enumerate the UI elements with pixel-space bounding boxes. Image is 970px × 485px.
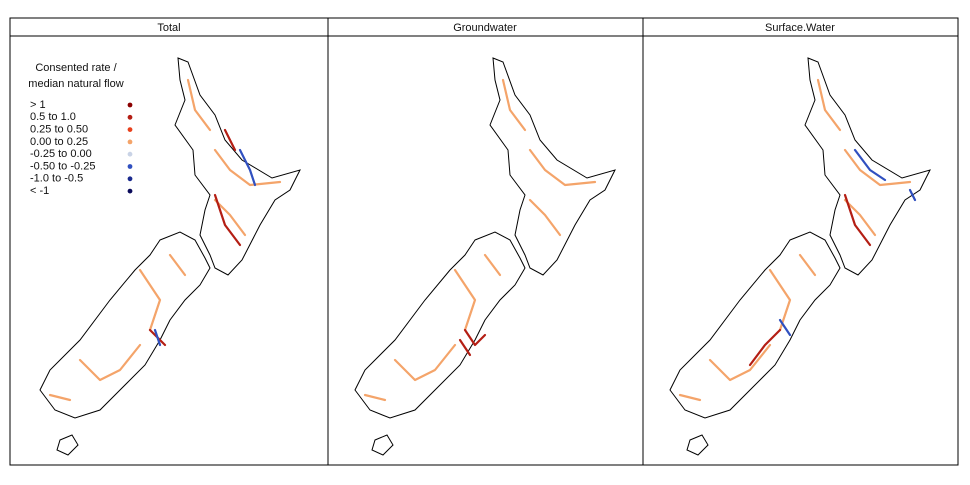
legend-label: 0.25 to 0.50: [30, 124, 88, 136]
map-groundwater: [353, 56, 617, 457]
legend-swatch: [127, 176, 133, 182]
frame: [9, 17, 959, 466]
legend-label: > 1: [30, 99, 46, 111]
legend-swatch: [127, 139, 133, 145]
legend-swatch: [127, 102, 133, 108]
panel-title: Groundwater: [453, 22, 517, 34]
legend: > 10.5 to 1.00.25 to 0.500.00 to 0.25-0.…: [30, 99, 133, 197]
legend-label: -0.25 to 0.00: [30, 148, 92, 160]
legend-swatch: [127, 151, 133, 157]
legend-label: 0.5 to 1.0: [30, 111, 76, 123]
legend-title: median natural flow: [28, 78, 123, 90]
legend-label: 0.00 to 0.25: [30, 136, 88, 148]
legend-label: -1.0 to -0.5: [30, 173, 83, 185]
legend-swatch: [127, 164, 133, 169]
legend-title: Consented rate /: [35, 62, 117, 74]
map-surface-water: [668, 56, 932, 457]
map-total: [38, 56, 302, 457]
legend-swatch: [127, 127, 133, 132]
legend-label: < -1: [30, 185, 49, 197]
legend-label: -0.50 to -0.25: [30, 160, 95, 172]
panel-title: Surface.Water: [765, 22, 835, 34]
panel-title: Total: [157, 22, 180, 34]
legend-swatch: [127, 188, 133, 194]
legend-swatch: [127, 114, 133, 120]
